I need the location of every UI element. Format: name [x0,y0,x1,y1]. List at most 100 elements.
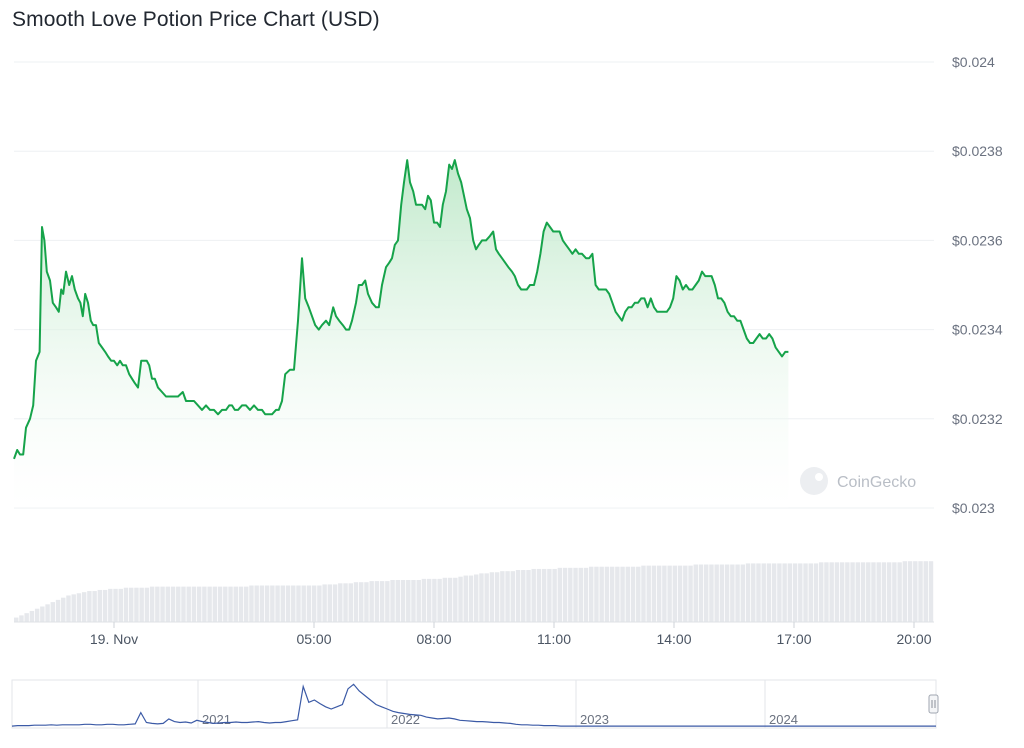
volume-bar [369,581,374,622]
x-tick-label: 19. Nov [90,631,138,647]
volume-bar [338,583,343,622]
navigator-frame [11,679,937,729]
volume-bar [76,593,82,622]
volume-bar [296,585,301,622]
watermark-text: CoinGecko [837,474,916,491]
volume-bar [918,561,923,622]
volume-bar [97,589,103,622]
navigator-year-label: 2022 [391,712,420,727]
volume-bar [766,563,772,622]
volume-bar [782,563,787,622]
volume-bar [866,562,871,622]
volume-bar [641,565,646,622]
volume-bar [291,585,296,622]
volume-bar [630,566,636,622]
volume-bar [249,585,254,622]
volume-bar [87,591,92,622]
volume-bar [123,587,129,622]
volume-bar [264,585,270,622]
volume-bar [913,561,918,622]
volume-bar [134,587,139,622]
volume-bar [615,566,620,622]
x-tick-label: 20:00 [896,631,931,647]
volume-bar [771,563,777,622]
navigator-history-line [11,683,936,727]
volume-bar [233,586,238,622]
volume-bar [202,586,207,622]
price-line[interactable] [13,159,789,460]
navigator-handle[interactable] [928,694,939,714]
volume-bar [474,574,479,622]
volume-bar [730,564,735,622]
volume-bar [432,578,437,622]
volume-bar [244,586,249,622]
volume-bar [332,584,338,622]
volume-bar [71,594,76,622]
volume-bar [61,597,66,622]
volume-bar [379,581,385,622]
volume-bar [886,562,892,622]
volume-bar [594,566,599,622]
volume-bar [327,584,333,622]
volume-bar [923,561,928,622]
volume-bar [824,562,829,622]
volume-bar [677,565,683,622]
volume-bar [583,567,589,622]
volume-bar [829,562,834,622]
volume-bar [819,562,824,622]
volume-bar [651,565,657,622]
x-tick-label: 11:00 [537,631,571,647]
volume-bar [81,592,87,622]
volume-bar [562,567,568,622]
volume-bar [55,599,61,622]
volume-bar [813,563,819,622]
volume-bar [50,602,56,622]
volume-bar [92,591,97,622]
volume-bar [693,564,698,622]
volume-bar [709,564,714,622]
volume-bar [850,562,855,622]
volume-bar [724,564,730,622]
volume-bar [531,568,536,622]
volume-bar [259,585,265,622]
volume-bar [364,582,369,622]
volume-bar [254,585,259,622]
x-tick-label: 17:00 [776,631,811,647]
volume-bar [212,586,218,622]
volume-bar [845,562,850,622]
volume-bar [437,578,442,622]
volume-bar [871,562,876,622]
range-navigator[interactable]: 2021 2022 2023 2024 [11,679,939,729]
volume-bar [34,608,40,622]
volume-bar [223,586,228,622]
volume-bar [714,564,719,622]
volume-bar [322,584,327,622]
volume-bar [735,564,740,622]
volume-bar [808,563,813,622]
coingecko-logo-icon [800,467,828,495]
volume-bar [160,586,165,622]
x-tick-label: 05:00 [296,631,331,647]
volume-bar [745,563,751,622]
volume-bar [311,585,317,622]
navigator-year-label: 2021 [202,712,231,727]
volume-bar [620,566,625,622]
volume-bar [515,570,521,622]
volume-bar [510,571,516,622]
volume-bar [902,561,908,622]
volume-bar [196,586,202,622]
volume-bar [468,575,474,622]
volume-bar [688,565,693,622]
volume-bars [14,561,934,623]
volume-bar [217,586,223,622]
volume-bar [66,595,71,622]
navigator-year-label: 2023 [580,712,609,727]
volume-bar [578,567,583,622]
volume-bar [40,606,45,622]
volume-bar [129,587,134,622]
volume-bar [343,583,348,622]
navigator-year-labels: 2021 2022 2023 2024 [202,712,798,727]
volume-bar [170,586,176,622]
